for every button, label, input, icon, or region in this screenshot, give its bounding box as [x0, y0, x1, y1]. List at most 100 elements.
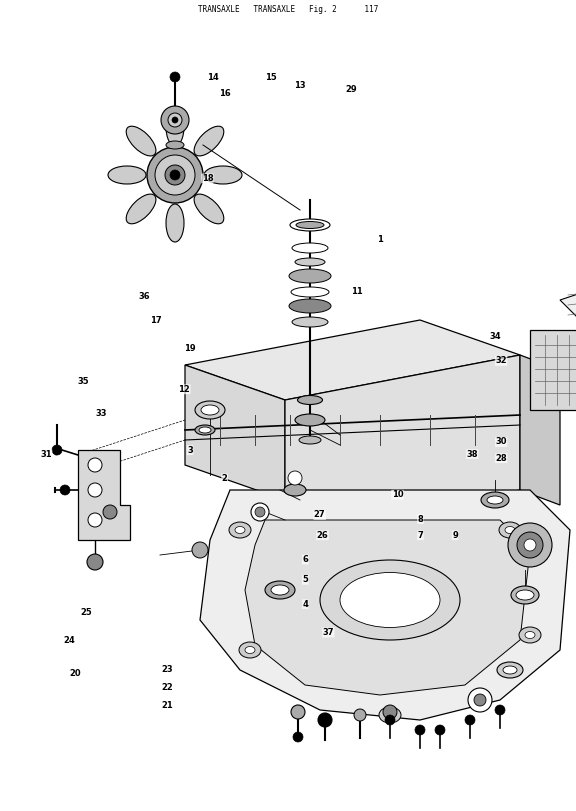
Text: 28: 28	[495, 453, 507, 463]
Ellipse shape	[195, 401, 225, 419]
Ellipse shape	[525, 632, 535, 638]
Ellipse shape	[385, 711, 395, 719]
Text: 2: 2	[222, 474, 228, 483]
Ellipse shape	[194, 127, 224, 156]
Ellipse shape	[245, 646, 255, 654]
Ellipse shape	[297, 396, 323, 405]
Text: 27: 27	[314, 510, 325, 520]
Ellipse shape	[239, 642, 261, 658]
Circle shape	[161, 106, 189, 134]
Ellipse shape	[299, 436, 321, 444]
Ellipse shape	[503, 666, 517, 674]
Ellipse shape	[126, 127, 156, 156]
Ellipse shape	[481, 492, 509, 508]
Ellipse shape	[289, 269, 331, 283]
Ellipse shape	[166, 108, 184, 146]
Ellipse shape	[320, 560, 460, 640]
Circle shape	[87, 554, 103, 570]
Text: 14: 14	[207, 72, 219, 82]
Text: 12: 12	[179, 384, 190, 394]
Ellipse shape	[108, 166, 146, 184]
Circle shape	[165, 165, 185, 185]
Ellipse shape	[499, 522, 521, 538]
Ellipse shape	[340, 573, 440, 628]
Polygon shape	[200, 490, 570, 720]
Circle shape	[147, 147, 203, 203]
Circle shape	[172, 117, 178, 123]
Text: 5: 5	[302, 575, 308, 585]
Text: 29: 29	[346, 84, 357, 94]
Circle shape	[103, 505, 117, 519]
Circle shape	[318, 713, 332, 727]
Text: 6: 6	[302, 555, 308, 564]
Ellipse shape	[511, 586, 539, 604]
Ellipse shape	[284, 484, 306, 496]
Circle shape	[170, 170, 180, 180]
Text: 25: 25	[81, 607, 92, 617]
Circle shape	[468, 688, 492, 712]
Polygon shape	[285, 355, 520, 535]
Circle shape	[192, 542, 208, 558]
Bar	[530, 330, 576, 410]
Ellipse shape	[497, 662, 523, 678]
Circle shape	[383, 705, 397, 719]
Text: 16: 16	[219, 88, 230, 98]
Circle shape	[88, 458, 102, 472]
Polygon shape	[185, 320, 520, 400]
Text: 36: 36	[138, 291, 150, 301]
Text: 7: 7	[418, 530, 423, 540]
Text: 15: 15	[265, 72, 276, 82]
Circle shape	[251, 503, 269, 521]
Ellipse shape	[229, 522, 251, 538]
Ellipse shape	[505, 526, 515, 534]
Ellipse shape	[516, 590, 534, 600]
Circle shape	[508, 523, 552, 567]
Circle shape	[60, 485, 70, 495]
Circle shape	[291, 705, 305, 719]
Text: 30: 30	[495, 437, 507, 447]
Ellipse shape	[126, 194, 156, 224]
Ellipse shape	[166, 204, 184, 242]
Circle shape	[517, 532, 543, 558]
Circle shape	[88, 513, 102, 527]
Text: 26: 26	[317, 530, 328, 540]
Text: 37: 37	[323, 628, 334, 637]
Ellipse shape	[271, 585, 289, 595]
Text: 33: 33	[95, 409, 107, 418]
Circle shape	[385, 715, 395, 725]
Ellipse shape	[199, 427, 211, 433]
Ellipse shape	[487, 496, 503, 504]
Ellipse shape	[195, 425, 215, 435]
Text: 38: 38	[467, 449, 478, 459]
Text: 23: 23	[161, 665, 173, 675]
Text: 8: 8	[418, 514, 423, 524]
Circle shape	[524, 539, 536, 551]
Polygon shape	[520, 355, 560, 505]
Ellipse shape	[519, 627, 541, 643]
Ellipse shape	[235, 526, 245, 534]
Circle shape	[170, 72, 180, 82]
Ellipse shape	[201, 405, 219, 415]
Polygon shape	[245, 520, 530, 695]
Ellipse shape	[379, 707, 401, 723]
Text: 9: 9	[452, 530, 458, 540]
Text: 1: 1	[377, 234, 383, 244]
Circle shape	[465, 715, 475, 725]
Ellipse shape	[296, 221, 324, 229]
Text: 17: 17	[150, 315, 161, 325]
Ellipse shape	[292, 243, 328, 253]
Text: 34: 34	[490, 332, 501, 341]
Ellipse shape	[295, 258, 325, 266]
Text: 21: 21	[161, 701, 173, 710]
Ellipse shape	[289, 299, 331, 313]
Text: 4: 4	[302, 599, 308, 609]
Text: 3: 3	[187, 445, 193, 455]
Circle shape	[88, 483, 102, 497]
Polygon shape	[185, 365, 285, 500]
Ellipse shape	[265, 581, 295, 599]
Circle shape	[354, 709, 366, 721]
Text: 11: 11	[351, 287, 363, 297]
Ellipse shape	[166, 141, 184, 149]
Circle shape	[474, 694, 486, 706]
Text: 20: 20	[69, 668, 81, 678]
